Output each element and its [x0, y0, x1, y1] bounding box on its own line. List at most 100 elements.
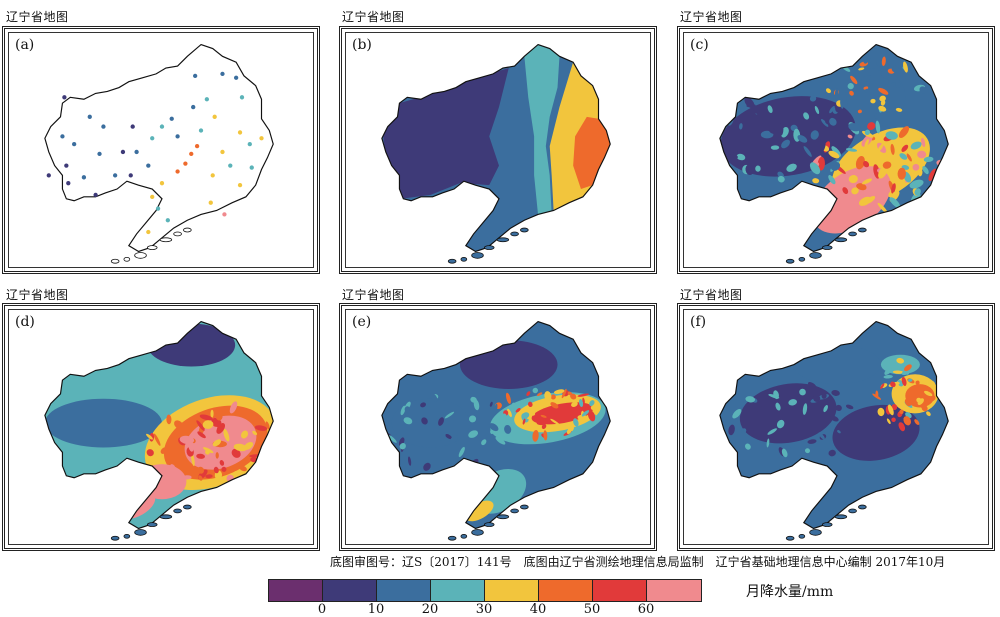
legend-swatch: [323, 580, 377, 601]
precip-zone: [160, 447, 168, 454]
precip-zone: [870, 98, 876, 104]
station-point: [66, 181, 71, 186]
precip-zone: [444, 411, 455, 419]
precip-zone: [796, 99, 804, 104]
precip-zone: [779, 123, 784, 136]
precip-zone: [505, 419, 513, 424]
precip-zone: [877, 143, 884, 152]
precip-zone: [196, 453, 205, 459]
island: [146, 522, 158, 527]
precip-zone: [832, 404, 920, 461]
precip-zone: [400, 405, 406, 416]
precip-zone: [146, 433, 153, 440]
precip-zone: [830, 161, 841, 171]
map-panel-c: (c): [677, 26, 995, 274]
precip-zone: [928, 394, 936, 402]
precip-zone: [781, 139, 791, 149]
precip-zone: [809, 95, 817, 102]
precip-zone: [896, 357, 905, 364]
precip-zone: [541, 424, 547, 429]
precip-zone: [458, 446, 465, 458]
precip-zone: [229, 401, 238, 414]
island: [496, 514, 510, 520]
precip-zone: [489, 401, 493, 407]
precip-zone: [221, 466, 227, 472]
precip-zone: [928, 168, 937, 182]
precip-zone: [526, 391, 531, 397]
precip-zone: [898, 126, 910, 138]
island: [483, 245, 495, 250]
station-point: [237, 182, 243, 188]
precip-zone: [254, 425, 268, 431]
precip-zone: [889, 197, 901, 208]
legend-tick-label: 30: [475, 602, 493, 617]
precip-zone: [760, 130, 774, 139]
precip-zone: [515, 407, 521, 413]
precip-zone: [845, 404, 854, 410]
province-outline: [44, 320, 274, 530]
precip-zone: [205, 449, 210, 455]
station-point: [220, 149, 225, 155]
island: [123, 533, 131, 539]
precip-zone: [896, 395, 901, 402]
precip-zone: [571, 401, 578, 408]
station-point: [130, 124, 135, 129]
precip-zone: [817, 156, 825, 171]
island: [447, 258, 457, 264]
panel-title-a: 辽宁省地图: [6, 10, 69, 24]
precip-zone: [858, 67, 865, 71]
precip-zone: [781, 448, 788, 458]
precip-zone: [767, 428, 777, 435]
station-point: [87, 114, 92, 119]
precip-zone: [504, 424, 512, 434]
precip-zone: [891, 82, 896, 87]
precip-zone: [842, 187, 849, 195]
precip-zone: [828, 449, 836, 457]
station-point: [208, 200, 213, 205]
precip-zone: [777, 137, 784, 147]
precip-zone: [407, 456, 412, 466]
precip-zone: [747, 128, 754, 134]
panel-frame: [683, 32, 989, 268]
panel-label-d: (d): [15, 314, 35, 330]
precip-zone: [883, 374, 893, 379]
precip-zone: [894, 81, 901, 88]
station-point: [189, 151, 194, 157]
province-outline: [719, 320, 949, 530]
precip-zone: [917, 398, 924, 406]
precip-zone: [804, 448, 811, 454]
precip-zone: [904, 364, 912, 372]
precip-zone: [587, 410, 596, 422]
precip-zone: [581, 410, 590, 417]
precip-zone: [488, 423, 499, 432]
precip-zone: [570, 393, 577, 400]
panel-label-a: (a): [15, 37, 35, 53]
precip-zone: [926, 380, 936, 388]
precip-zone: [924, 390, 933, 397]
precip-zone: [818, 432, 825, 440]
precip-zone: [768, 393, 780, 399]
precip-zone: [828, 175, 836, 185]
island: [520, 504, 529, 510]
precip-zone: [895, 107, 903, 112]
precip-zone: [770, 145, 780, 150]
precip-zone: [438, 432, 446, 441]
precip-zone: [799, 388, 806, 396]
island: [123, 256, 131, 262]
precip-zone: [817, 138, 826, 153]
panel-title-e: 辽宁省地图: [342, 288, 405, 302]
panel-title-c: 辽宁省地图: [680, 10, 743, 24]
precip-zone: [909, 179, 924, 189]
island: [159, 514, 173, 520]
station-point: [191, 104, 196, 110]
island: [510, 508, 519, 514]
precip-zone: [775, 402, 781, 411]
precip-zone: [732, 409, 742, 419]
map-e: [381, 320, 611, 541]
precip-zone: [188, 441, 194, 452]
precip-zone: [906, 153, 912, 162]
precip-zone: [205, 474, 213, 479]
precip-zone: [137, 464, 187, 500]
legend-tick-label: 0: [317, 602, 327, 617]
island: [848, 231, 857, 237]
